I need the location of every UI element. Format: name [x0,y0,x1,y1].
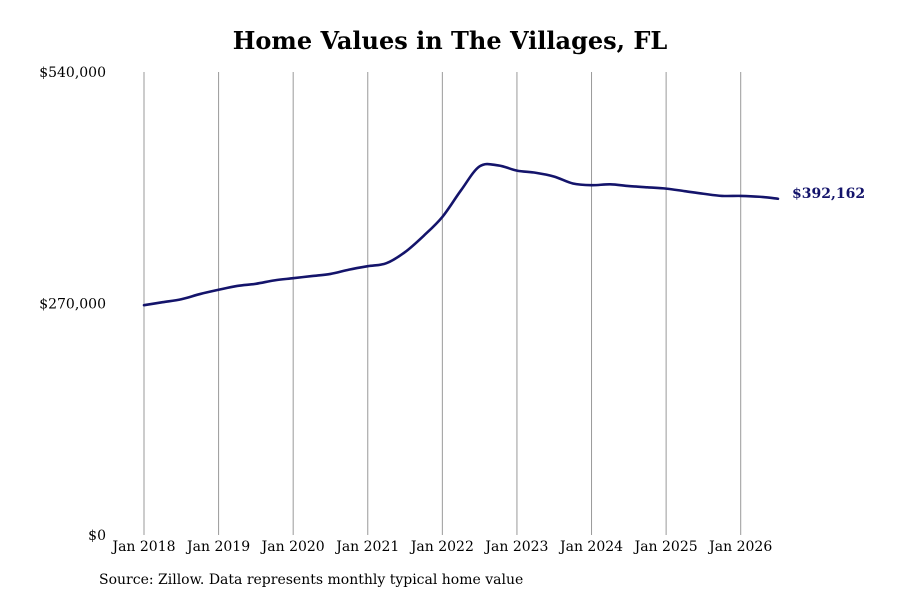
gridlines [143,72,742,535]
latest-value-label: $392,162 [792,186,865,202]
source-note: Source: Zillow. Data represents monthly … [99,572,524,588]
x-tick-label: Jan 2020 [260,539,325,555]
x-tick-label: Jan 2018 [110,539,175,555]
x-axis-ticks: Jan 2018 Jan 2019 Jan 2020 Jan 2021 Jan 2022… [110,539,772,555]
y-tick-label: $270,000 [39,297,106,313]
x-tick-label: Jan 2024 [558,539,623,555]
x-tick-label: Jan 2019 [185,539,250,555]
x-tick-label: Jan 2023 [483,539,548,555]
y-tick-label: $540,000 [39,65,106,81]
chart-title: Home Values in The Villages, FL [232,26,668,55]
home-value-line [142,162,780,307]
x-tick-label: Jan 2021 [334,539,399,555]
x-tick-label: Jan 2026 [707,539,772,555]
y-tick-label: $0 [88,528,106,544]
y-axis-ticks: $0 $270,000 $540,000 [39,65,106,544]
x-tick-label: Jan 2022 [409,539,474,555]
x-tick-label: Jan 2025 [633,539,698,555]
